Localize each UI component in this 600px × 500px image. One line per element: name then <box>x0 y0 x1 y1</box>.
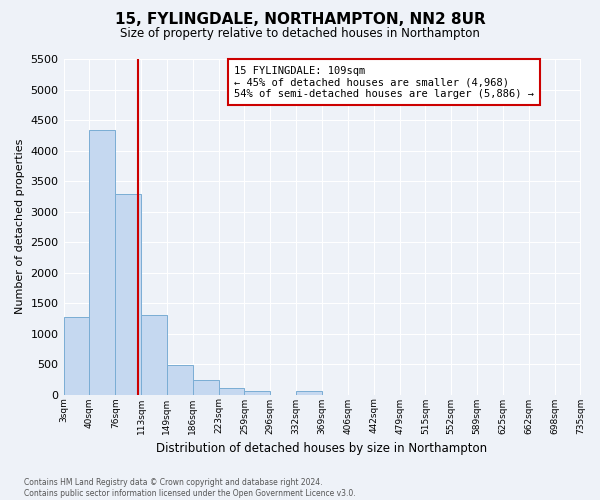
Text: 15 FYLINGDALE: 109sqm
← 45% of detached houses are smaller (4,968)
54% of semi-d: 15 FYLINGDALE: 109sqm ← 45% of detached … <box>234 66 534 99</box>
Bar <box>115 194 141 394</box>
X-axis label: Distribution of detached houses by size in Northampton: Distribution of detached houses by size … <box>157 442 488 455</box>
Text: Size of property relative to detached houses in Northampton: Size of property relative to detached ho… <box>120 28 480 40</box>
Y-axis label: Number of detached properties: Number of detached properties <box>15 139 25 314</box>
Bar <box>141 315 167 394</box>
Bar <box>167 365 193 394</box>
Bar <box>296 390 322 394</box>
Bar <box>193 380 218 394</box>
Bar <box>218 388 244 394</box>
Text: 15, FYLINGDALE, NORTHAMPTON, NN2 8UR: 15, FYLINGDALE, NORTHAMPTON, NN2 8UR <box>115 12 485 28</box>
Bar <box>64 317 89 394</box>
Bar <box>244 390 271 394</box>
Text: Contains HM Land Registry data © Crown copyright and database right 2024.
Contai: Contains HM Land Registry data © Crown c… <box>24 478 356 498</box>
Bar <box>89 130 115 394</box>
